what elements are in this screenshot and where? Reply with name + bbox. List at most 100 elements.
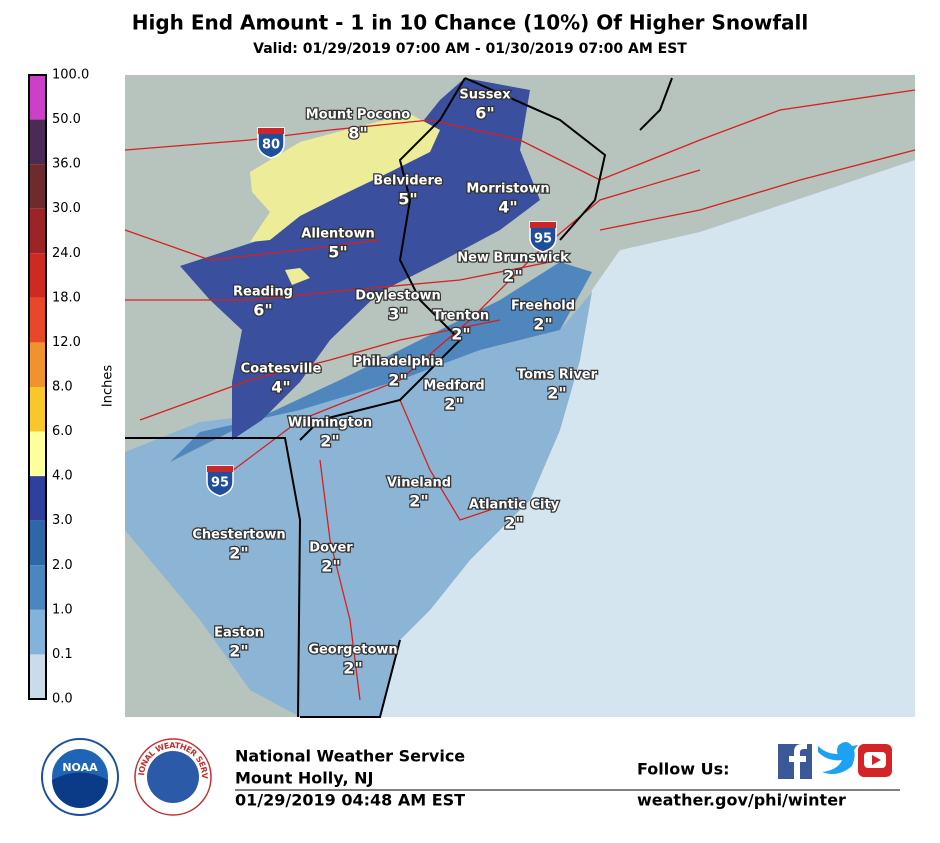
snow-amount: 2" (229, 544, 248, 563)
colorbar-segment (29, 565, 46, 610)
city-name: Sussex (459, 88, 511, 103)
long-island (600, 118, 915, 252)
snow-amount: 2" (504, 514, 523, 533)
colorbar-tick-label: 18.0 (52, 290, 81, 305)
colorbar-tick-label: 36.0 (52, 157, 81, 172)
colorbar-tick-label: 2.0 (52, 558, 73, 573)
colorbar-tick-label: 6.0 (52, 424, 73, 439)
snow-amount: 2" (409, 492, 428, 511)
city-name: Trenton (433, 309, 489, 324)
shield-number: 80 (262, 138, 280, 153)
shield (206, 465, 234, 497)
colorbar-tick-label: 3.0 (52, 513, 73, 528)
snow-amount: 2" (320, 432, 339, 451)
colorbar-tick-label: 12.0 (52, 335, 81, 350)
colorbar-tick-label: 100.0 (52, 68, 89, 83)
city-name: Wilmington (288, 416, 372, 431)
snow-amount: 6" (475, 104, 494, 123)
snow-amount: 2" (533, 315, 552, 334)
org: National Weather Service (235, 747, 465, 766)
city-name: Allentown (301, 227, 374, 242)
city-name: Georgetown (308, 643, 397, 658)
legend-label: Inches (101, 365, 116, 407)
city-name: Easton (214, 626, 264, 641)
colorbar-segment (29, 387, 46, 432)
snow-amount: 4" (498, 198, 517, 217)
city-name: Vineland (387, 476, 451, 491)
colorbar-tick-label: 0.1 (52, 647, 73, 662)
colorbar-segment (29, 609, 46, 655)
city-labels: Mount Pocono8"Sussex6"Belvidere5"Morrist… (191, 86, 599, 679)
subtitle: Valid: 01/29/2019 07:00 AM - 01/30/2019 … (253, 41, 687, 57)
city-name: Philadelphia (353, 355, 444, 370)
noaa-text: NOAA (62, 761, 98, 774)
city-name: Toms River (517, 368, 598, 383)
city-name: Morristown (466, 182, 549, 197)
snow-amount: 5" (398, 190, 417, 209)
issued: 01/29/2019 04:48 AM EST (235, 791, 465, 810)
city-name: Coatesville (241, 362, 322, 377)
colorbar-tick-label: 8.0 (52, 380, 73, 395)
city-name: Chestertown (192, 528, 285, 543)
colorbar-segment (29, 164, 46, 209)
colorbar-tick-label: 4.0 (52, 469, 73, 484)
shield-top (207, 466, 233, 472)
colorbar-segment (29, 208, 46, 254)
snow-amount: 8" (348, 124, 367, 143)
city-name: Atlantic City (469, 498, 560, 513)
colorbar-segment (29, 253, 46, 298)
office: Mount Holly, NJ (235, 769, 373, 788)
noaa-logo: NOAA (41, 738, 119, 816)
snow-amount: 2" (444, 395, 463, 414)
colorbar-tick-label: 0.0 (52, 692, 73, 707)
snow-6-8 (285, 268, 310, 285)
colorbar-segment (29, 297, 46, 343)
snow-amount: 2" (451, 325, 470, 344)
colorbar-segment (29, 520, 46, 566)
shield-number: 95 (211, 476, 229, 491)
snow-amount: 2" (503, 267, 522, 286)
snow-amount: 2" (343, 659, 362, 678)
snow-4-6 (180, 78, 540, 440)
snow-1-2 (125, 292, 592, 717)
url[interactable]: weather.gov/phi/winter (637, 791, 846, 810)
follow: Follow Us: (637, 760, 730, 779)
snow-amount: 3" (388, 305, 407, 324)
shield (257, 127, 285, 159)
colorbar-segment (29, 75, 46, 120)
city-name: Medford (423, 379, 484, 394)
youtube[interactable] (858, 744, 892, 777)
city-name: Freehold (511, 299, 575, 314)
snow-2-3 (170, 262, 592, 462)
shield-top (258, 128, 284, 134)
city-name: Mount Pocono (306, 108, 410, 123)
colorbar-segment (29, 431, 46, 477)
colorbar-segment (29, 476, 46, 521)
twitter[interactable] (818, 742, 858, 774)
city-name: Reading (233, 285, 293, 300)
snow-amount: 2" (547, 384, 566, 403)
colorbar-segment (29, 342, 46, 387)
facebook[interactable] (778, 744, 812, 779)
shield (529, 221, 557, 253)
colorbar-tick-label: 30.0 (52, 201, 81, 216)
city-name: Belvidere (373, 174, 443, 189)
shield-number: 95 (534, 232, 552, 247)
snow-amount: 2" (321, 557, 340, 576)
snow-amount: 5" (328, 243, 347, 262)
colorbar: 100.0 50.0 36.0 30.0 24.0 18.0 12.0 8.0 6.0 4.0 3.… (28, 68, 89, 707)
ocean (380, 150, 915, 717)
snow-amount: 2" (229, 642, 248, 661)
colorbar-tick-label: 24.0 (52, 246, 81, 261)
colorbar-segment (29, 654, 46, 699)
title: High End Amount - 1 in 10 Chance (10%) O… (132, 11, 808, 35)
snow-6-8 (250, 114, 440, 242)
map (124, 75, 916, 718)
colorbar-segment (29, 119, 46, 165)
colorbar-tick-label: 1.0 (52, 602, 73, 617)
colorbar-tick-label: 50.0 (52, 112, 81, 127)
shield-top (530, 222, 556, 228)
state-borders (125, 77, 673, 718)
city-name: Doylestown (355, 289, 441, 304)
